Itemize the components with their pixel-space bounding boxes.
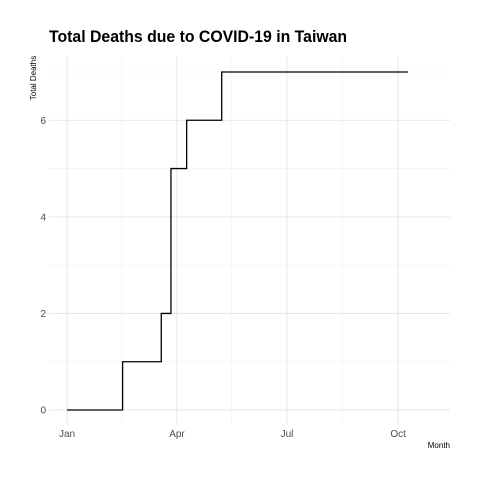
grid-major	[49, 57, 450, 425]
y-axis-label: Total Deaths	[29, 56, 38, 100]
y-axis-ticks: 0 2 4 6	[40, 116, 46, 417]
x-axis-ticks: Jan Apr Jul Oct	[59, 429, 406, 440]
y-tick-label: 0	[40, 406, 46, 417]
grid-minor	[49, 57, 450, 425]
x-tick-label: Apr	[169, 429, 185, 440]
x-tick-label: Jan	[59, 429, 75, 440]
x-axis-label: Month	[428, 441, 450, 450]
x-tick-label: Oct	[390, 429, 406, 440]
chart-title: Total Deaths due to COVID-19 in Taiwan	[49, 27, 348, 46]
x-tick-label: Jul	[281, 429, 294, 440]
deaths-step-line	[67, 71, 408, 411]
y-tick-label: 4	[40, 212, 46, 223]
y-tick-label: 6	[40, 116, 46, 127]
y-tick-label: 2	[40, 309, 46, 320]
series-layer	[66, 71, 408, 411]
